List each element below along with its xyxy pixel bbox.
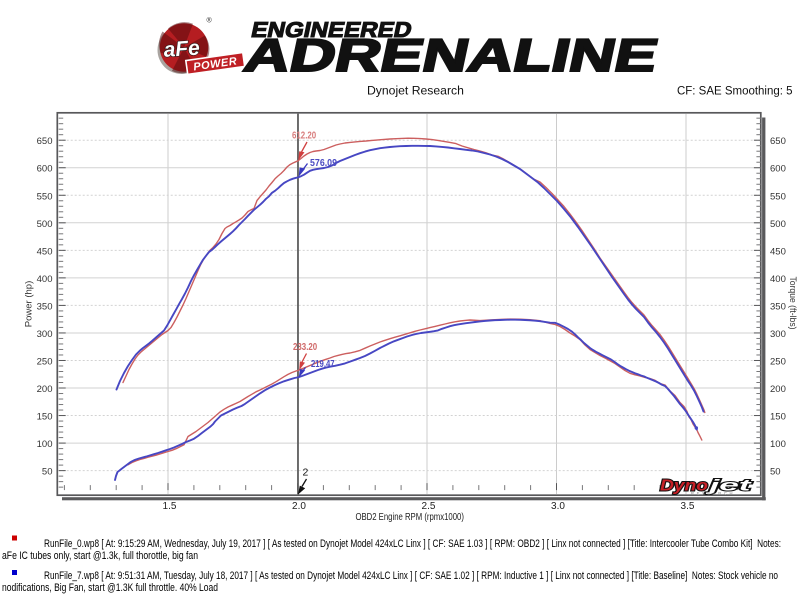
svg-text:400: 400 [37, 274, 53, 285]
svg-text:1.5: 1.5 [163, 501, 177, 512]
svg-text:219.47: 219.47 [311, 359, 335, 370]
svg-text:50: 50 [770, 467, 781, 478]
svg-text:RESEARCH: RESEARCH [691, 491, 735, 496]
svg-text:450: 450 [770, 246, 786, 257]
svg-text:612.20: 612.20 [292, 131, 317, 142]
svg-text:350: 350 [770, 301, 786, 312]
svg-text:200: 200 [37, 384, 53, 395]
svg-text:OBD2 Engine RPM (rpmx1000): OBD2 Engine RPM (rpmx1000) [355, 512, 464, 523]
svg-text:500: 500 [37, 219, 53, 230]
svg-text:aFe: aFe [163, 36, 201, 61]
svg-text:100: 100 [770, 439, 786, 450]
svg-text:CF: SAE Smoothing: 5: CF: SAE Smoothing: 5 [677, 84, 793, 98]
svg-text:150: 150 [770, 412, 786, 423]
svg-text:ADRENALINE: ADRENALINE [240, 29, 663, 80]
svg-text:500: 500 [770, 219, 786, 230]
svg-text:RunFile_7.wp8 [ At: 9:51:31 AM: RunFile_7.wp8 [ At: 9:51:31 AM, Tuesday,… [44, 570, 778, 582]
svg-text:100: 100 [37, 439, 53, 450]
svg-text:Power (hp): Power (hp) [24, 281, 35, 327]
svg-text:600: 600 [37, 164, 53, 175]
svg-text:3.0: 3.0 [551, 501, 565, 512]
svg-text:300: 300 [37, 329, 53, 340]
svg-text:RunFile_0.wp8 [ At: 9:15:29 AM: RunFile_0.wp8 [ At: 9:15:29 AM, Wednesda… [44, 538, 781, 550]
svg-text:650: 650 [770, 136, 786, 147]
svg-text:®: ® [207, 17, 213, 25]
svg-text:ENGINEERED: ENGINEERED [249, 17, 414, 42]
svg-text:200: 200 [770, 384, 786, 395]
svg-text:Dynojet Research: Dynojet Research [367, 84, 464, 98]
svg-text:50: 50 [42, 467, 53, 478]
svg-text:250: 250 [770, 356, 786, 367]
svg-text:600: 600 [770, 164, 786, 175]
svg-text:250: 250 [37, 356, 53, 367]
svg-text:Torque (ft-lbs): Torque (ft-lbs) [787, 277, 798, 330]
svg-text:550: 550 [37, 191, 53, 202]
svg-text:Dyno: Dyno [660, 478, 708, 495]
svg-text:550: 550 [770, 191, 786, 202]
svg-text:350: 350 [37, 301, 53, 312]
svg-text:300: 300 [770, 329, 786, 340]
svg-text:jet: jet [705, 478, 752, 495]
svg-text:nodifications, Big Fan, start: nodifications, Big Fan, start @1.3K full… [2, 582, 218, 594]
svg-text:150: 150 [37, 412, 53, 423]
svg-text:3.5: 3.5 [681, 501, 695, 512]
svg-text:400: 400 [770, 274, 786, 285]
svg-text:650: 650 [37, 136, 53, 147]
svg-text:576.09: 576.09 [310, 158, 337, 169]
svg-text:2.5: 2.5 [422, 501, 436, 512]
svg-text:2.0: 2.0 [292, 501, 306, 512]
svg-text:233.20: 233.20 [293, 342, 318, 353]
svg-text:450: 450 [37, 246, 53, 257]
svg-text:2: 2 [303, 467, 309, 479]
svg-text:aFe IC tubes only, start @1.3k: aFe IC tubes only, start @1.3k, full tho… [2, 550, 198, 562]
